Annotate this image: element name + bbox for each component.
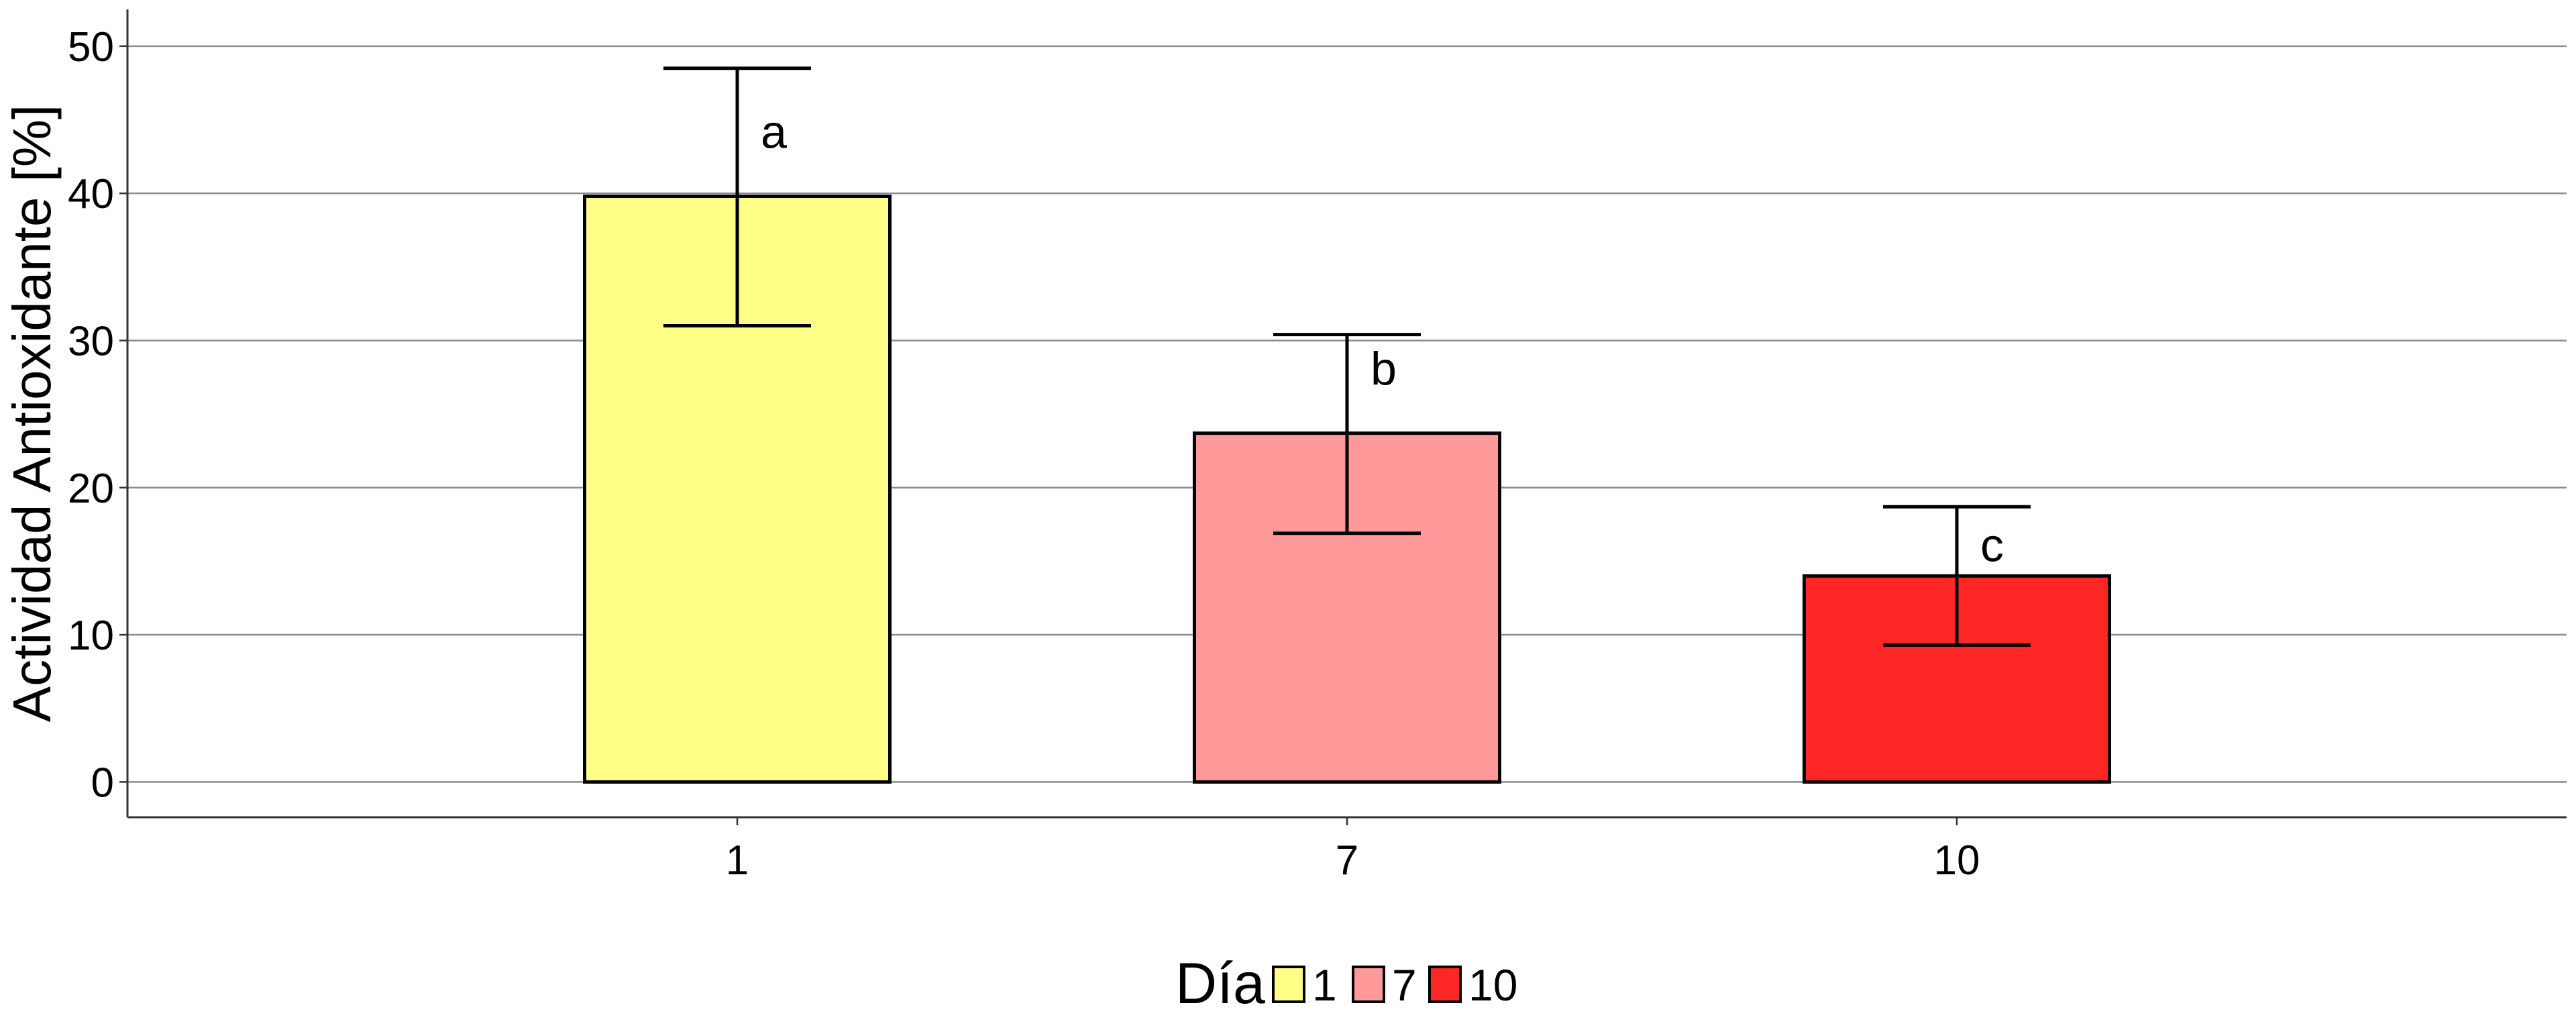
y-tick-label: 20 — [68, 466, 114, 512]
legend-title: Día — [1175, 951, 1265, 1016]
y-tick-label: 50 — [68, 24, 114, 70]
legend-label: 10 — [1468, 960, 1517, 1010]
legend-key-10 — [1428, 966, 1462, 1003]
legend-key-1 — [1272, 966, 1305, 1003]
x-tick-label: 10 — [1934, 837, 1980, 884]
y-axis-title: Actividad Antioxidante [%] — [2, 105, 62, 723]
x-tick-label: 1 — [726, 837, 749, 884]
legend-label: 7 — [1392, 960, 1417, 1010]
x-tick-label: 7 — [1336, 837, 1358, 884]
legend-label: 1 — [1312, 960, 1337, 1010]
significance-letter: b — [1371, 343, 1397, 395]
significance-letter: a — [761, 106, 787, 158]
legend-key-7 — [1352, 966, 1385, 1003]
y-tick-label: 0 — [91, 760, 114, 806]
significance-letter: c — [1980, 519, 2004, 571]
y-tick-label: 40 — [68, 171, 114, 217]
y-tick-label: 30 — [68, 318, 114, 364]
y-tick-label: 10 — [68, 613, 114, 659]
